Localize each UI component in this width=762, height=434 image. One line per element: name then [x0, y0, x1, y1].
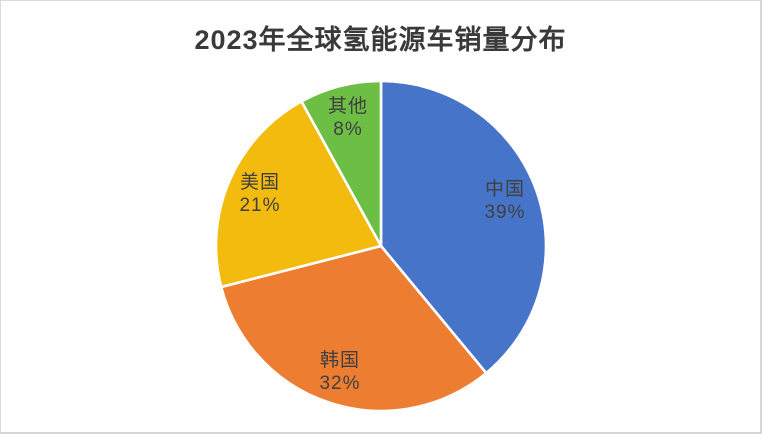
slice-percent-label: 39% — [484, 202, 526, 223]
pie-slice-4 — [300, 79, 383, 248]
slice-percent-label: 32% — [319, 373, 361, 394]
slice-category-label: 中国 — [484, 179, 525, 200]
slice-label-4: 其他 8% — [328, 95, 368, 141]
slice-percent-label: 8% — [333, 119, 363, 140]
pie-slice-3 — [214, 100, 383, 289]
slice-label-2: 韩国 32% — [319, 349, 360, 395]
pie-slice-2 — [219, 244, 488, 413]
slice-category-label: 韩国 — [319, 350, 360, 371]
pie-slice-1 — [379, 79, 548, 375]
slice-category-label: 美国 — [239, 172, 280, 193]
slice-percent-label: 21% — [239, 195, 281, 216]
slice-label-3: 美国 21% — [239, 171, 280, 217]
slice-label-1: 中国 39% — [484, 178, 525, 224]
chart-title: 2023年全球氢能源车销量分布 — [194, 25, 567, 55]
slice-category-label: 其他 — [327, 96, 369, 117]
